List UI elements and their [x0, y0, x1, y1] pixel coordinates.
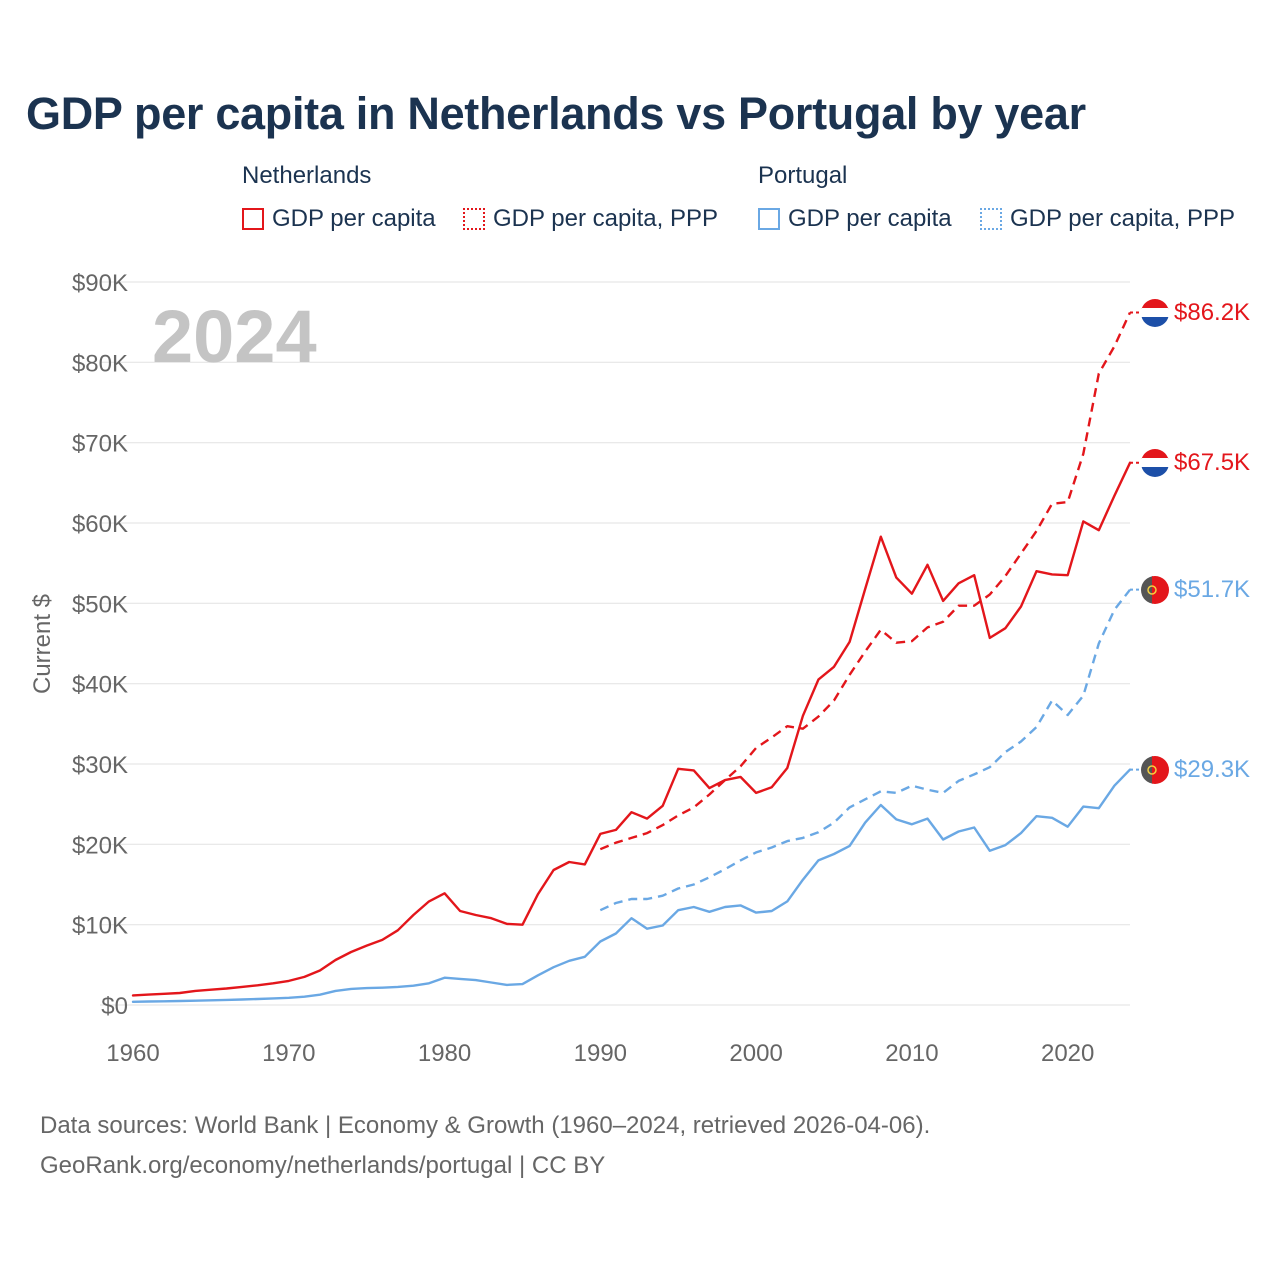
legend-label: GDP per capita, PPP — [493, 205, 718, 232]
end-label-portugal-ppp: $51.7K — [1174, 576, 1250, 603]
legend-label: GDP per capita — [272, 205, 436, 232]
y-tick-label: $30K — [72, 752, 128, 779]
year-watermark: 2024 — [152, 295, 317, 378]
series-line-netherlands-gdp-per-capita-ppp — [599, 311, 1132, 851]
portugal-flag-icon — [1141, 756, 1169, 784]
legend-group-portugal: Portugal — [758, 162, 848, 189]
y-tick-label: $60K — [72, 511, 128, 538]
y-tick-label: $90K — [72, 270, 128, 297]
legend-item-netherlands-gdp[interactable]: GDP per capita — [242, 205, 436, 233]
y-axis: $0 $10K $20K $30K $40K $50K $60K $70K $80K $90K — [72, 270, 128, 1020]
line-chart: 2024 $0$10K$20K$30K$40K$50K$60K$70K$80K$… — [29, 270, 1250, 1067]
y-tick-label: $40K — [72, 672, 128, 699]
legend-swatch-solid-icon — [242, 208, 264, 230]
x-tick-label: 2020 — [1041, 1040, 1094, 1067]
y-tick-label: $50K — [72, 591, 128, 618]
x-tick-label: 2000 — [729, 1040, 782, 1067]
legend-swatch-solid-icon — [758, 208, 780, 230]
end-label-netherlands-gdp: $67.5K — [1174, 449, 1250, 476]
x-tick-label: 1960 — [106, 1040, 159, 1067]
y-axis-label: Current $ — [29, 594, 56, 694]
data-sources: Data sources: World Bank | Economy & Gro… — [40, 1106, 930, 1186]
legend-swatch-dotted-icon — [980, 208, 1002, 230]
x-tick-label: 2010 — [885, 1040, 938, 1067]
series-line-netherlands-gdp-per-capita — [131, 461, 1132, 997]
legend-item-netherlands-gdp-ppp[interactable]: GDP per capita, PPP — [463, 205, 718, 233]
x-tick-label: 1990 — [574, 1040, 627, 1067]
legend-item-portugal-gdp-ppp[interactable]: GDP per capita, PPP — [980, 205, 1235, 233]
x-tick-label: 1970 — [262, 1040, 315, 1067]
y-tick-label: $10K — [72, 913, 128, 940]
series-line-portugal-gdp-per-capita — [131, 768, 1132, 1003]
sources-line-2: GeoRank.org/economy/netherlands/portugal… — [40, 1152, 606, 1179]
legend-swatch-dotted-icon — [463, 208, 485, 230]
sources-line-1: Data sources: World Bank | Economy & Gro… — [40, 1112, 931, 1139]
netherlands-flag-icon — [1141, 449, 1169, 477]
y-tick-label: $70K — [72, 431, 128, 458]
series-lines — [131, 311, 1141, 1003]
netherlands-flag-icon — [1141, 299, 1169, 327]
y-tick-label: $20K — [72, 832, 128, 859]
end-label-portugal-gdp: $29.3K — [1174, 756, 1250, 783]
x-tick-label: 1980 — [418, 1040, 471, 1067]
y-tick-label: $80K — [72, 350, 128, 377]
legend-label: GDP per capita, PPP — [1010, 205, 1235, 232]
legend-label: GDP per capita — [788, 205, 952, 232]
legend-group-netherlands: Netherlands — [242, 162, 372, 189]
y-tick-label: $0 — [101, 993, 128, 1020]
chart-title: GDP per capita in Netherlands vs Portuga… — [26, 88, 1086, 139]
grid-lines — [100, 281, 1130, 1006]
end-label-netherlands-ppp: $86.2K — [1174, 299, 1250, 326]
portugal-flag-icon — [1141, 576, 1169, 604]
legend-item-portugal-gdp[interactable]: GDP per capita — [758, 205, 952, 233]
series-line-portugal-gdp-per-capita-ppp — [599, 588, 1131, 912]
x-axis: 1960 1970 1980 1990 2000 2010 2020 — [106, 1040, 1094, 1067]
